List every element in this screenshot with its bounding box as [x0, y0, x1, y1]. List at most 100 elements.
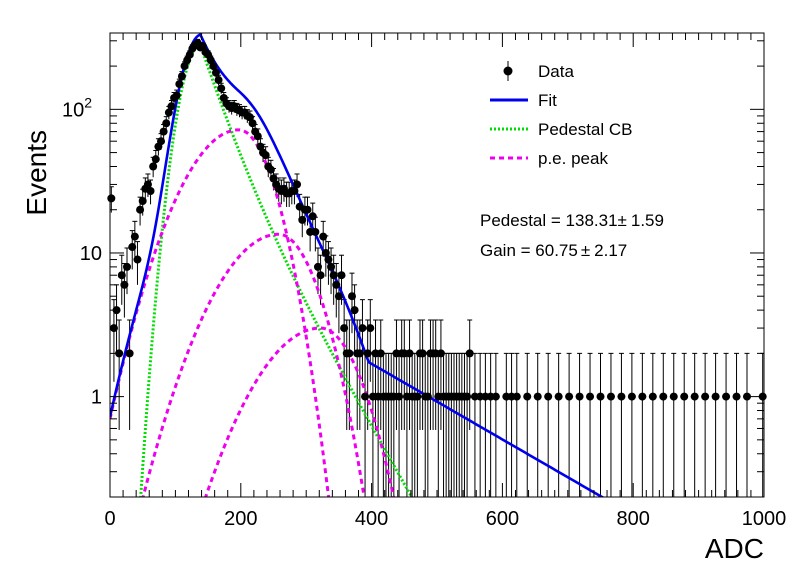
y-tick-label-exponent: 2	[84, 94, 92, 110]
data-point	[117, 271, 126, 280]
data-point	[214, 76, 223, 85]
data-point	[128, 243, 137, 252]
data-point	[361, 392, 370, 401]
data-point	[167, 102, 176, 111]
data-point	[413, 392, 422, 401]
pedestal-pm: ±	[618, 211, 627, 230]
x-axis: 0 200 400 600 800 1000	[104, 33, 786, 530]
data-point	[586, 392, 595, 401]
data-point	[340, 324, 349, 333]
pedestal-result: Pedestal = 138.31± 1.59	[480, 211, 664, 230]
data-point	[308, 212, 317, 221]
data-point	[107, 194, 116, 203]
data-point	[363, 349, 372, 358]
data-point	[523, 392, 532, 401]
data-point	[319, 232, 328, 241]
data-point	[172, 91, 181, 100]
x-tick-label: 0	[104, 508, 115, 530]
x-axis-title: ADC	[705, 533, 764, 564]
data-point	[544, 392, 553, 401]
data-point	[133, 255, 142, 264]
data-point	[627, 392, 636, 401]
data-point	[366, 324, 375, 333]
data-point	[298, 215, 307, 224]
data-point	[565, 392, 574, 401]
data-point	[680, 392, 689, 401]
data-point	[327, 262, 336, 271]
y-tick-label: 1	[91, 387, 102, 409]
legend-label: Pedestal CB	[538, 120, 633, 139]
data-point	[125, 349, 134, 358]
x-tick-label: 200	[224, 508, 257, 530]
data-point	[690, 392, 699, 401]
data-point	[512, 392, 521, 401]
data-point	[423, 392, 432, 401]
data-point	[596, 392, 605, 401]
data-point	[162, 119, 171, 128]
data-point	[606, 392, 615, 401]
data-point	[742, 392, 751, 401]
legend-marker	[503, 66, 513, 76]
data-point	[293, 180, 302, 189]
data-point	[290, 187, 299, 196]
data-point	[711, 392, 720, 401]
data-point	[376, 349, 385, 358]
pedestal-value: Pedestal = 138.31	[480, 211, 618, 230]
gain-error: 2.17	[594, 241, 627, 260]
pedestal-cb-curve	[139, 43, 414, 497]
data-point	[311, 227, 320, 236]
data-point	[533, 392, 542, 401]
y-tick-label-base: 10	[62, 99, 84, 121]
data-point	[463, 392, 472, 401]
gain-value: Gain = 60.75	[480, 241, 578, 260]
gain-result: Gain = 60.75 ±2.17	[480, 241, 627, 260]
data-point	[120, 280, 129, 289]
data-point	[334, 292, 343, 301]
y-tick-label: 102	[62, 94, 92, 121]
data-point	[617, 392, 626, 401]
data-point	[465, 349, 474, 358]
data-point	[347, 292, 356, 301]
data-points	[107, 38, 767, 401]
data-point	[123, 262, 132, 271]
gain-pm: ±	[581, 241, 590, 260]
y-tick-label-base: 1	[91, 387, 102, 409]
data-point	[130, 232, 139, 241]
data-point	[701, 392, 710, 401]
data-point	[722, 392, 731, 401]
data-point	[175, 80, 184, 89]
data-point	[185, 50, 194, 59]
data-point	[332, 280, 341, 289]
data-point	[177, 72, 186, 81]
data-point	[261, 151, 270, 160]
data-point	[248, 119, 257, 128]
data-point	[345, 349, 354, 358]
data-point	[321, 248, 330, 257]
data-point	[324, 255, 333, 264]
data-point	[669, 392, 678, 401]
data-point	[115, 349, 124, 358]
data-point	[138, 197, 147, 206]
fit-results: Pedestal = 138.31± 1.59 Gain = 60.75 ±2.17	[480, 211, 664, 260]
x-tick-label: 1000	[742, 508, 787, 530]
data-point	[164, 108, 173, 117]
data-point	[659, 392, 668, 401]
legend: Data Fit Pedestal CB p.e. peak	[490, 61, 633, 168]
data-point	[159, 127, 168, 136]
data-point	[146, 187, 155, 196]
data-point	[337, 271, 346, 280]
legend-label: Fit	[538, 91, 557, 110]
pedestal-error: 1.59	[631, 211, 664, 230]
legend-label: p.e. peak	[538, 149, 608, 168]
data-point	[303, 205, 312, 214]
x-tick-label: 400	[355, 508, 388, 530]
y-tick-label-base: 10	[80, 243, 102, 265]
data-point	[732, 392, 741, 401]
data-point	[316, 271, 325, 280]
pe-peak-curve-1	[110, 128, 331, 497]
data-point	[329, 271, 338, 280]
x-tick-label: 600	[486, 508, 519, 530]
data-point	[350, 306, 359, 315]
